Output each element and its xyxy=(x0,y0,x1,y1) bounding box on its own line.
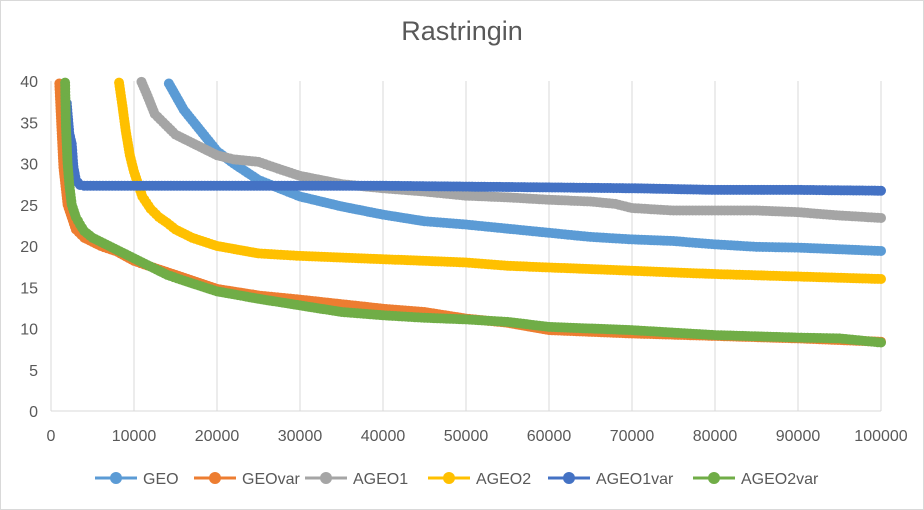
legend-marker-ageo2var xyxy=(708,472,720,484)
x-tick-label: 0 xyxy=(47,428,56,445)
legend-marker-ageo1 xyxy=(320,472,332,484)
y-tick-label: 25 xyxy=(20,198,38,215)
x-tick-label: 20000 xyxy=(195,428,240,445)
y-tick-label: 20 xyxy=(20,239,38,256)
x-tick-label: 40000 xyxy=(361,428,406,445)
legend-label-geo: GEO xyxy=(143,471,179,488)
data-point-ageo2var xyxy=(876,337,886,348)
y-tick-label: 35 xyxy=(20,115,38,132)
data-point-ageo1 xyxy=(876,212,886,223)
x-tick-label: 50000 xyxy=(444,428,489,445)
x-tick-label: 60000 xyxy=(527,428,572,445)
y-tick-label: 15 xyxy=(20,280,38,297)
legend-label-ageo2: AGEO2 xyxy=(476,471,531,488)
y-tick-label: 10 xyxy=(20,322,38,339)
legend-marker-ageo2 xyxy=(443,472,455,484)
x-tick-label: 10000 xyxy=(112,428,157,445)
data-point-ageo2 xyxy=(876,274,886,284)
x-tick-label: 100000 xyxy=(854,428,907,445)
x-tick-label: 80000 xyxy=(693,428,738,445)
x-tick-label: 70000 xyxy=(610,428,655,445)
y-tick-label: 40 xyxy=(20,74,38,91)
y-tick-label: 5 xyxy=(29,363,38,380)
legend-marker-geovar xyxy=(209,472,221,484)
legend-marker-geo xyxy=(110,472,122,484)
y-tick-label: 30 xyxy=(20,157,38,174)
legend-label-ageo1: AGEO1 xyxy=(353,471,408,488)
data-point-geo xyxy=(876,245,886,256)
data-point-ageo1var xyxy=(876,185,886,196)
legend-label-ageo2var: AGEO2var xyxy=(741,471,819,488)
y-tick-label: 0 xyxy=(29,404,38,421)
legend-label-geovar: GEOvar xyxy=(242,471,300,488)
legend-marker-ageo1var xyxy=(563,472,575,484)
chart-title: Rastringin xyxy=(401,16,523,46)
x-tick-label: 90000 xyxy=(776,428,821,445)
x-tick-label: 30000 xyxy=(278,428,323,445)
legend-label-ageo1var: AGEO1var xyxy=(596,471,674,488)
